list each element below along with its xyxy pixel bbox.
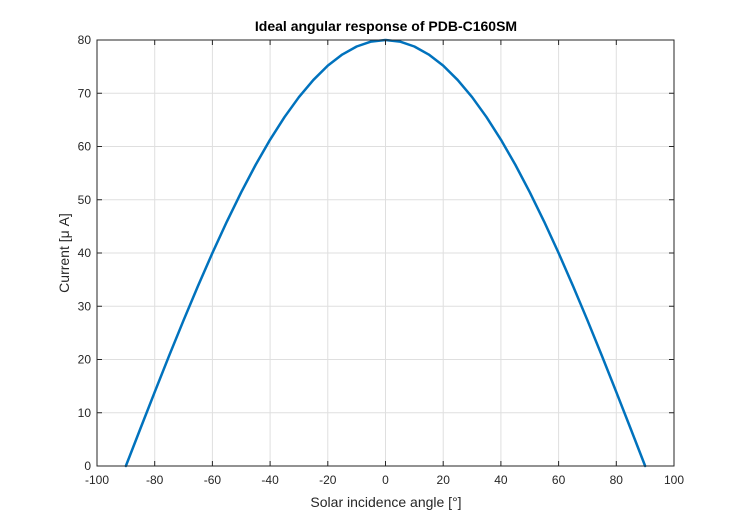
y-tick-label: 0 <box>84 459 91 473</box>
axis-ticks: -100 -80 -60 -40 -20 0 20 40 60 80 100 0 10 20 30 40 50 6… <box>78 33 685 487</box>
x-tick-label: -60 <box>204 473 222 487</box>
x-tick-label: -40 <box>261 473 279 487</box>
y-tick-label: 10 <box>78 406 92 420</box>
y-tick-label: 80 <box>78 33 92 47</box>
x-tick-label: 0 <box>382 473 389 487</box>
x-tick-label: -100 <box>85 473 109 487</box>
chart-title: Ideal angular response of PDB-C160SM <box>255 18 517 34</box>
y-tick-label: 30 <box>78 299 92 313</box>
x-tick-label: -20 <box>319 473 337 487</box>
y-tick-label: 20 <box>78 353 92 367</box>
x-tick-label: 80 <box>610 473 624 487</box>
y-tick-label: 50 <box>78 193 92 207</box>
x-tick-label: -80 <box>146 473 164 487</box>
y-tick-label: 40 <box>78 246 92 260</box>
y-axis-label: Current [μ A] <box>56 213 72 293</box>
y-tick-label: 60 <box>78 140 92 154</box>
x-axis-label: Solar incidence angle [°] <box>310 494 461 510</box>
x-tick-label: 20 <box>437 473 451 487</box>
y-tick-label: 70 <box>78 86 92 100</box>
x-tick-label: 100 <box>664 473 684 487</box>
x-tick-label: 40 <box>494 473 508 487</box>
x-tick-label: 60 <box>552 473 566 487</box>
